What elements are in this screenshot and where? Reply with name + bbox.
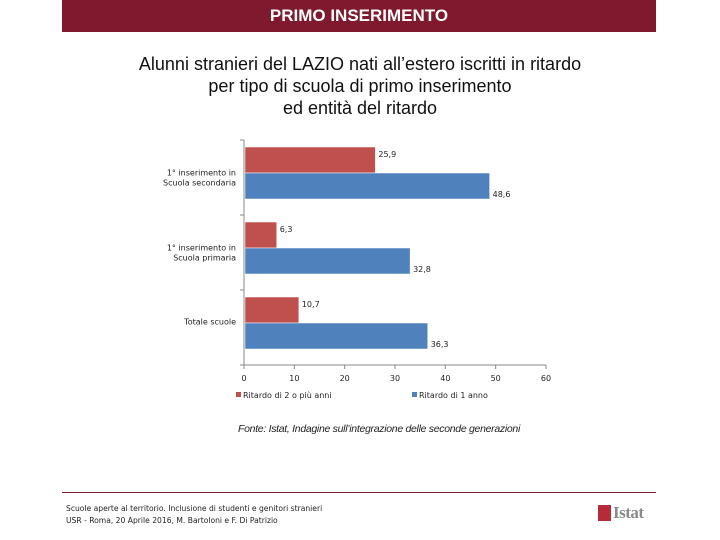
bar-ritardo-2-anni	[244, 296, 300, 324]
category-label: Totale scuole	[183, 318, 236, 327]
category-label: 1° inserimento in	[167, 169, 236, 178]
x-tick-label: 20	[340, 374, 350, 383]
chart-title-line-1: Alunni stranieri del LAZIO nati all’este…	[138, 54, 582, 74]
chart-title: Alunni stranieri del LAZIO nati all’este…	[60, 53, 660, 119]
x-tick-label: 0	[241, 374, 246, 383]
legend-label: Ritardo di 2 o più anni	[243, 391, 332, 400]
x-tick-label: 40	[440, 374, 450, 383]
bar-ritardo-1-anno	[244, 172, 490, 200]
bar-data-label: 10,7	[302, 300, 320, 309]
footer-divider	[62, 492, 656, 493]
legend-swatch	[236, 392, 241, 397]
istat-logo-text: Istat	[613, 503, 644, 522]
bar-data-label: 36,3	[431, 340, 449, 349]
legend-swatch	[412, 392, 417, 397]
istat-logo: Istat	[598, 502, 644, 524]
istat-logo-mark	[598, 505, 611, 521]
bar-ritardo-1-anno	[244, 322, 428, 350]
bar-data-label: 32,8	[413, 265, 431, 274]
bar-data-label: 25,9	[378, 150, 396, 159]
header-title: PRIMO INSERIMENTO	[269, 6, 449, 25]
header-bar: PRIMO INSERIMENTO	[62, 0, 656, 32]
footer-line-2: USR - Roma, 20 Aprile 2016, M. Bartoloni…	[66, 516, 278, 525]
category-label: Scuola primaria	[173, 254, 236, 263]
bar-data-label: 6,3	[280, 225, 293, 234]
category-label: 1° inserimento in	[167, 244, 236, 253]
chart-title-line-2: per tipo di scuola di primo inserimento	[208, 76, 512, 96]
source-note: Fonte: Istat, Indagine sull’integrazione…	[238, 423, 520, 435]
bar-data-label: 48,6	[493, 190, 511, 199]
x-tick-label: 10	[289, 374, 299, 383]
legend-label: Ritardo di 1 anno	[419, 391, 488, 400]
footer-line-1: Scuole aperte al territorio. Inclusione …	[66, 504, 323, 513]
x-tick-label: 60	[541, 374, 551, 383]
category-label: Scuola secondaria	[163, 179, 236, 188]
footer: Scuole aperte al territorio. Inclusione …	[66, 503, 322, 527]
bar-ritardo-1-anno	[244, 247, 411, 275]
bar-ritardo-2-anni	[244, 146, 376, 174]
x-tick-label: 50	[491, 374, 501, 383]
chart-title-line-3: ed entità del ritardo	[282, 98, 438, 118]
bar-ritardo-2-anni	[244, 221, 277, 249]
x-tick-label: 30	[390, 374, 400, 383]
